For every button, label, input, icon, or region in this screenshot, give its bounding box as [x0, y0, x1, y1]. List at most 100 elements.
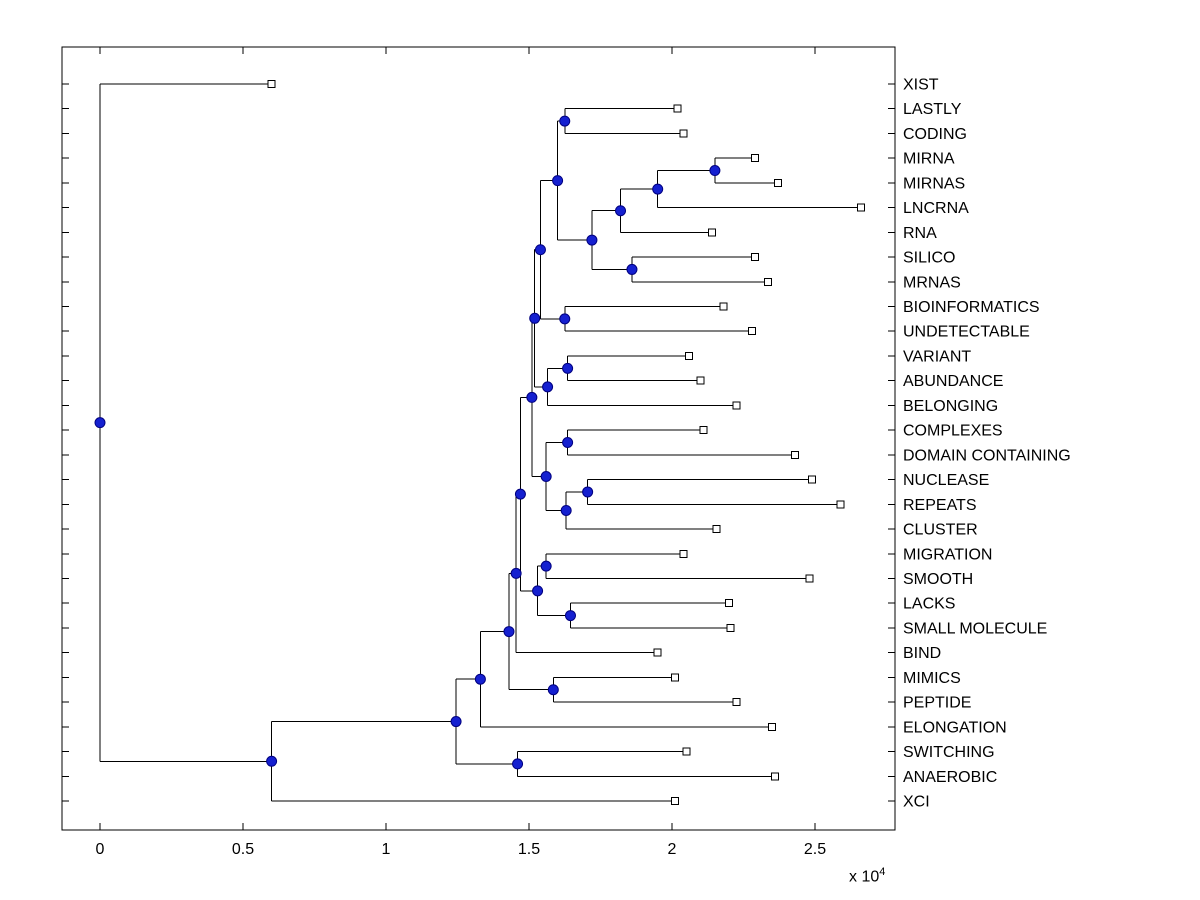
axis-group: [61, 46, 896, 831]
leaf-label: NUCLEASE: [903, 472, 989, 489]
leaf-marker: [719, 302, 728, 311]
leaf-label: ANAEROBIC: [903, 769, 997, 786]
leaf-marker: [699, 426, 708, 435]
leaf-marker: [808, 475, 817, 484]
x-tick-label: 1.5: [518, 841, 540, 858]
leaf-marker: [653, 648, 662, 657]
internal-node-marker: [564, 610, 576, 622]
internal-node-marker: [532, 585, 544, 597]
internal-node-marker: [562, 436, 574, 448]
internal-node-marker: [547, 684, 559, 696]
internal-node-marker: [615, 205, 627, 217]
internal-node-marker: [529, 312, 541, 324]
leaf-label: REPEATS: [903, 497, 977, 514]
leaf-marker: [750, 253, 759, 262]
markers-group: [94, 80, 865, 805]
internal-node-marker: [586, 234, 598, 246]
leaf-label: UNDETECTABLE: [903, 324, 1030, 341]
internal-node-marker: [510, 567, 522, 579]
leaf-marker: [679, 129, 688, 138]
x-tick-label: 2: [668, 841, 677, 858]
internal-node-marker: [526, 391, 538, 403]
leaf-label: RNA: [903, 225, 937, 242]
x-tick-label: 0: [96, 841, 105, 858]
leaf-label: LASTLY: [903, 101, 962, 118]
leaf-marker: [670, 673, 679, 682]
leaf-marker: [768, 722, 777, 731]
leaf-label: LNCRNA: [903, 200, 969, 217]
internal-node-marker: [503, 626, 515, 638]
leaf-label: MIRNAS: [903, 175, 965, 192]
leaf-marker: [790, 450, 799, 459]
leaf-marker: [773, 178, 782, 187]
leaf-label: SWITCHING: [903, 744, 995, 761]
leaf-label: CODING: [903, 126, 967, 143]
internal-node-marker: [552, 175, 564, 187]
leaf-marker: [708, 228, 717, 237]
internal-node-marker: [626, 263, 638, 275]
leaf-label: BIND: [903, 645, 941, 662]
leaf-marker: [748, 327, 757, 336]
leaf-label: MIRNA: [903, 151, 955, 168]
leaf-marker: [763, 277, 772, 286]
internal-node-marker: [266, 755, 278, 767]
leaf-marker: [805, 574, 814, 583]
leaf-label: SMALL MOLECULE: [903, 620, 1047, 637]
internal-node-marker: [474, 673, 486, 685]
internal-node-marker: [562, 362, 574, 374]
internal-node-marker: [94, 417, 106, 429]
internal-node-marker: [514, 488, 526, 500]
internal-node-marker: [540, 470, 552, 482]
leaf-marker: [685, 351, 694, 360]
edges-group: [99, 83, 861, 802]
leaf-label: SMOOTH: [903, 571, 973, 588]
leaf-label: COMPLEXES: [903, 423, 1003, 440]
x-axis-exponent-label: x 104: [849, 866, 885, 886]
internal-node-marker: [512, 758, 524, 770]
leaf-label: SILICO: [903, 250, 955, 267]
internal-node-marker: [540, 560, 552, 572]
leaf-label: MRNAS: [903, 274, 961, 291]
leaf-marker: [836, 500, 845, 509]
leaf-label: XIST: [903, 77, 939, 94]
internal-node-marker: [542, 381, 554, 393]
leaf-label: CLUSTER: [903, 522, 978, 539]
internal-node-marker: [560, 504, 572, 516]
exponent-base: x 10: [849, 868, 880, 886]
internal-node-marker: [559, 313, 571, 325]
x-tick-label: 1: [382, 841, 391, 858]
leaf-marker: [696, 376, 705, 385]
leaf-label: ELONGATION: [903, 719, 1007, 736]
leaf-label: MIGRATION: [903, 546, 992, 563]
leaf-marker: [732, 401, 741, 410]
leaf-label: PEPTIDE: [903, 695, 971, 712]
leaf-label: DOMAIN CONTAINING: [903, 447, 1071, 464]
leaf-label: MIMICS: [903, 670, 961, 687]
internal-node-marker: [534, 244, 546, 256]
axis-box: [61, 46, 896, 831]
exponent-power: 4: [879, 866, 886, 878]
leaf-marker: [770, 772, 779, 781]
internal-node-marker: [582, 486, 594, 498]
leaf-marker: [856, 203, 865, 212]
leaf-label: VARIANT: [903, 348, 971, 365]
leaf-marker: [682, 747, 691, 756]
internal-node-marker: [450, 716, 462, 728]
leaf-label: BELONGING: [903, 398, 998, 415]
x-tick-label: 2.5: [804, 841, 826, 858]
leaf-label: LACKS: [903, 596, 955, 613]
internal-node-marker: [652, 183, 664, 195]
leaf-marker: [267, 80, 276, 88]
leaf-marker: [725, 599, 734, 608]
leaf-marker: [670, 796, 679, 805]
internal-node-marker: [559, 115, 571, 127]
leaf-label: XCI: [903, 793, 930, 810]
leaf-marker: [679, 549, 688, 558]
leaf-marker: [726, 623, 735, 632]
leaf-label: BIOINFORMATICS: [903, 299, 1040, 316]
leaf-label: ABUNDANCE: [903, 373, 1003, 390]
leaf-marker: [732, 698, 741, 707]
leaf-marker: [712, 525, 721, 534]
